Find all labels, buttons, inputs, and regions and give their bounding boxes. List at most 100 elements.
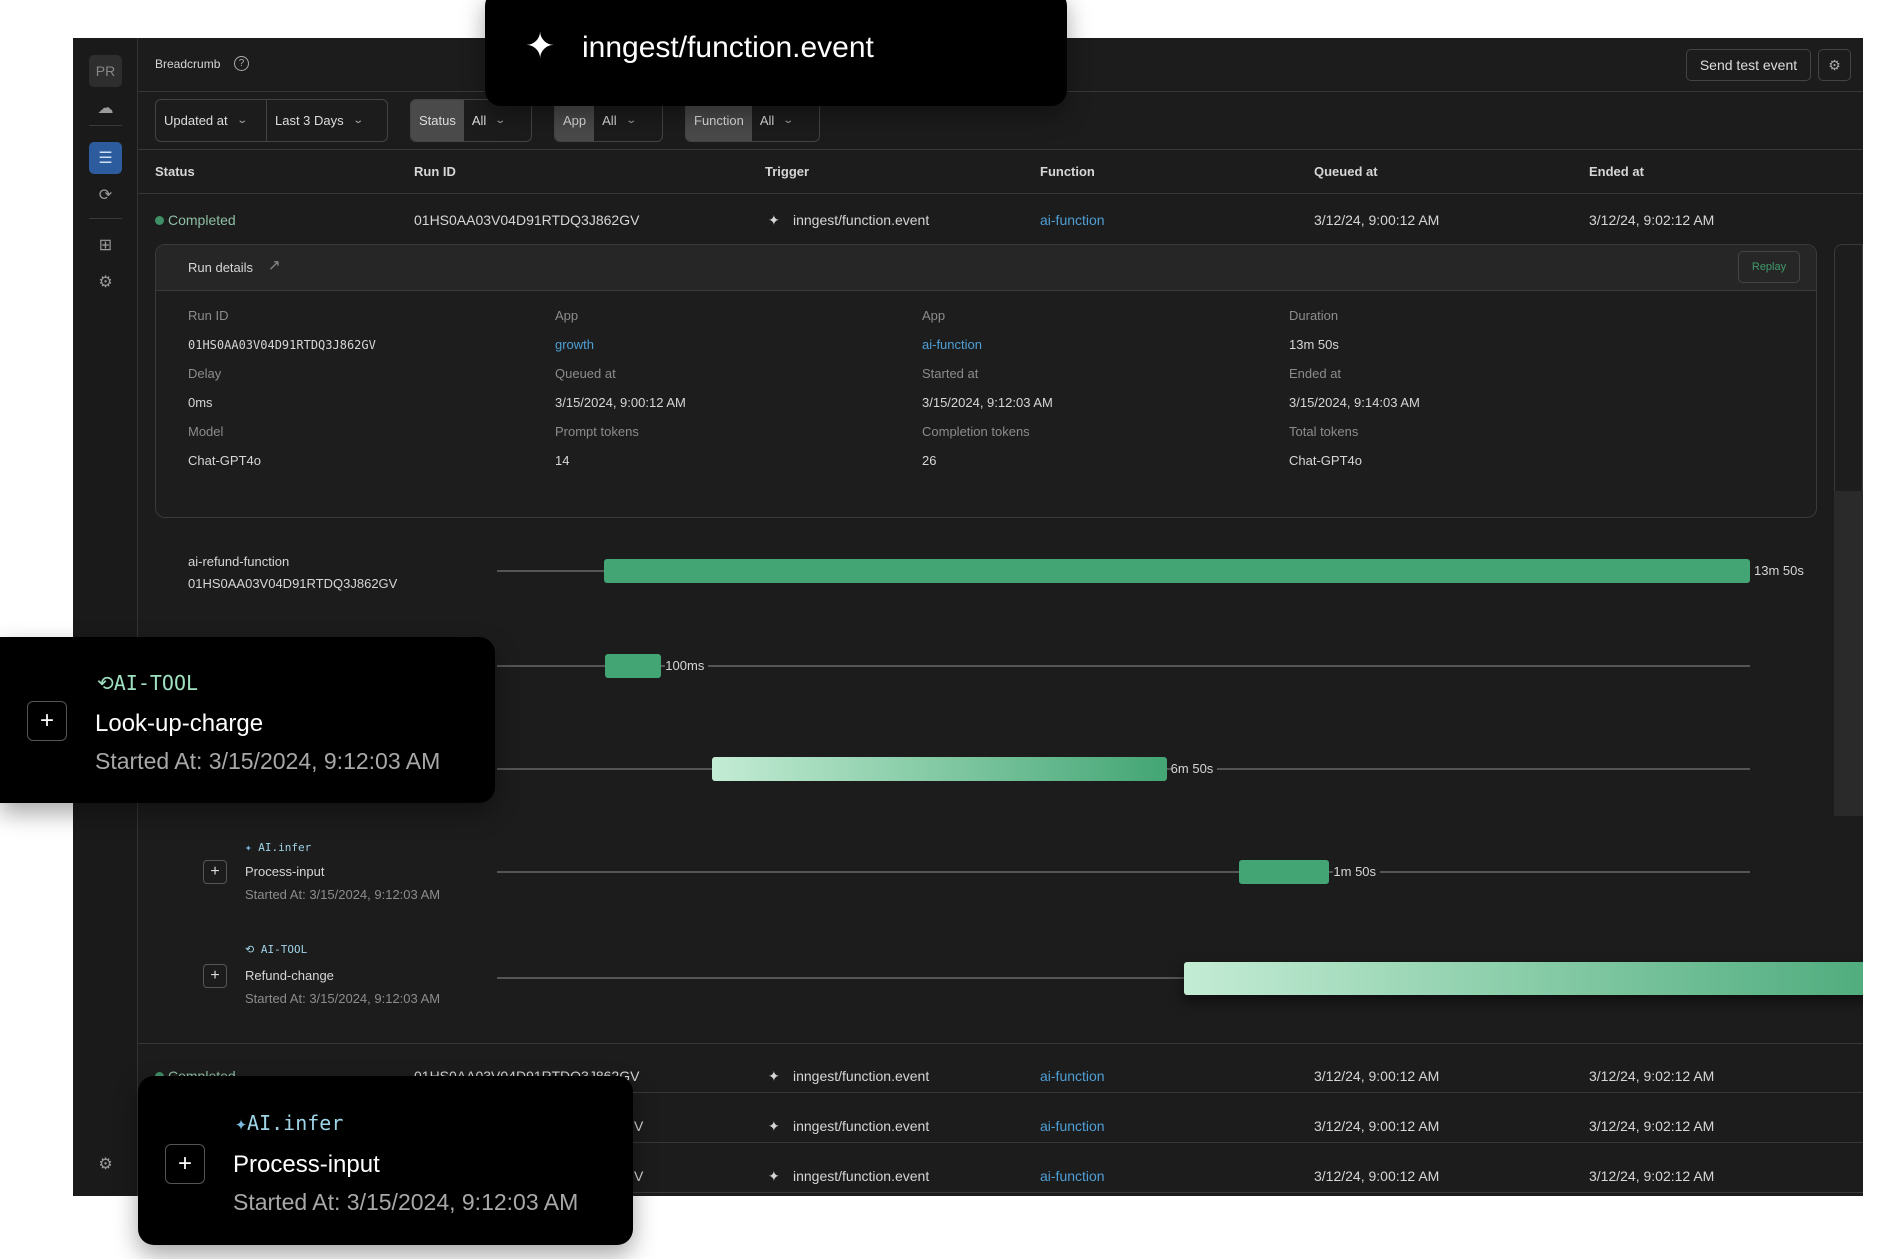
ended-cell: 3/12/24, 9:02:12 AM	[1589, 1168, 1715, 1184]
event-name: inngest/function.event	[582, 31, 874, 64]
trigger-cell: inngest/function.event	[793, 1168, 930, 1184]
status-text: Completed	[168, 212, 236, 228]
run-id-cell: V	[634, 1118, 644, 1134]
field-value: 3/15/2024, 9:12:03 AM	[922, 395, 1053, 410]
event-callout: ✦ inngest/function.event	[485, 0, 1067, 106]
column-ended-at[interactable]: Ended at	[1589, 164, 1644, 179]
span-bar[interactable]	[1238, 860, 1330, 884]
external-link-icon[interactable]: ↗	[268, 257, 281, 274]
span-bar[interactable]	[1183, 962, 1863, 995]
chevron-down-icon: ⌄	[624, 115, 637, 126]
repeat-icon: ⟲	[97, 671, 114, 695]
divider	[138, 1092, 1863, 1093]
infer-callout: ✦AI.infer + Process-input Started At: 3/…	[138, 1076, 633, 1245]
queued-cell: 3/12/24, 9:00:12 AM	[1314, 212, 1440, 228]
sidebar: PR ☁ ☰ ⟳ ⊞ ⚙ ⚙	[73, 38, 138, 1196]
field-link[interactable]: ai-function	[922, 337, 982, 352]
field-value: 3/15/2024, 9:00:12 AM	[555, 395, 686, 410]
scrollbar[interactable]	[1834, 491, 1863, 816]
field-label: Queued at	[555, 366, 616, 381]
breadcrumb[interactable]: Breadcrumb	[155, 57, 221, 71]
field-label: App	[922, 308, 946, 323]
ended-cell: 3/12/24, 9:02:12 AM	[1589, 212, 1715, 228]
settings-icon[interactable]: ⚙	[98, 274, 113, 291]
field-value: 13m 50s	[1289, 337, 1339, 352]
chevron-down-icon: ⌄	[494, 115, 507, 126]
gear-icon[interactable]: ⚙	[1818, 49, 1851, 81]
column-function[interactable]: Function	[1040, 164, 1095, 179]
field-link[interactable]: growth	[555, 337, 595, 352]
run-id-cell: 01HS0AA03V04D91RTDQ3J862GV	[414, 212, 640, 228]
runs-icon[interactable]: ☰	[89, 142, 122, 174]
date-field-value: Updated at	[164, 113, 228, 128]
sparkle-icon: ✦	[768, 212, 780, 228]
field-label: Completion tokens	[922, 424, 1030, 439]
chevron-down-icon: ⌄	[351, 115, 364, 126]
span-duration: 100ms	[665, 657, 709, 675]
column-trigger[interactable]: Trigger	[765, 164, 810, 179]
date-filter[interactable]: Updated at ⌄ Last 3 Days ⌄	[155, 99, 388, 142]
ai-tool-tag: ⟲ AI-TOOL	[245, 943, 307, 956]
app-filter-value: All	[602, 113, 617, 128]
span-duration: 13m 50s	[1754, 562, 1808, 580]
cloud-icon[interactable]: ☁	[97, 100, 114, 117]
avatar[interactable]: PR	[89, 55, 122, 87]
field-value: 26	[922, 453, 937, 468]
field-value: Chat-GPT4o	[188, 453, 261, 468]
span-bar[interactable]	[605, 654, 662, 678]
timeline-track	[497, 977, 1750, 979]
step-started: Started At: 3/15/2024, 9:12:03 AM	[245, 991, 441, 1006]
tag-text: AI-TOOL	[260, 943, 308, 956]
queued-cell: 3/12/24, 9:00:12 AM	[1314, 1168, 1440, 1184]
sparkle-icon: ✦	[768, 1068, 780, 1084]
tag-text: AI.infer	[247, 1111, 344, 1135]
date-field-select[interactable]: Updated at ⌄	[156, 100, 267, 141]
replay-icon[interactable]: ⟳	[98, 187, 113, 204]
function-link[interactable]: ai-function	[1040, 1118, 1105, 1134]
expand-button[interactable]: +	[27, 701, 67, 741]
step-started: Started At: 3/15/2024, 9:12:03 AM	[245, 887, 441, 902]
field-value: 0ms	[188, 395, 213, 410]
replay-button[interactable]: Replay	[1738, 251, 1800, 283]
run-details-panel: Run details ↗ Replay Run ID 01HS0AA03V04…	[155, 244, 1817, 518]
span-bar[interactable]	[604, 559, 1750, 583]
range-select[interactable]: Last 3 Days ⌄	[267, 113, 370, 128]
status-filter[interactable]: Status All ⌄	[410, 99, 532, 142]
sidebar-divider	[89, 218, 122, 219]
span-bar[interactable]	[711, 757, 1167, 781]
divider	[138, 1192, 1863, 1193]
field-value: 3/15/2024, 9:14:03 AM	[1289, 395, 1420, 410]
step-name: Process-input	[233, 1151, 380, 1178]
status-dot	[155, 216, 164, 225]
status-cell: Completed	[155, 211, 236, 229]
field-label: App	[555, 308, 579, 323]
expand-button[interactable]: +	[165, 1144, 205, 1184]
function-link[interactable]: ai-function	[1040, 1168, 1105, 1184]
queued-cell: 3/12/24, 9:00:12 AM	[1314, 1118, 1440, 1134]
sparkle-icon: ✦	[235, 1111, 248, 1135]
divider	[138, 1142, 1863, 1143]
root-function-name: ai-refund-function	[188, 554, 290, 569]
send-test-event-button[interactable]: Send test event	[1686, 49, 1811, 81]
field-label: Ended at	[1289, 366, 1342, 381]
field-label: Prompt tokens	[555, 424, 639, 439]
trigger-cell: inngest/function.event	[793, 1118, 930, 1134]
settings-icon-bottom[interactable]: ⚙	[98, 1156, 113, 1173]
span-duration: 6m 50s	[1170, 760, 1218, 778]
field-label: Total tokens	[1289, 424, 1359, 439]
run-details-title: Run details	[188, 260, 254, 275]
expand-button[interactable]: +	[203, 860, 227, 884]
column-run-id[interactable]: Run ID	[414, 164, 456, 179]
expand-button[interactable]: +	[203, 964, 227, 988]
column-queued-at[interactable]: Queued at	[1314, 164, 1378, 179]
column-status[interactable]: Status	[155, 164, 195, 179]
trigger-cell: inngest/function.event	[793, 1068, 930, 1084]
apps-icon[interactable]: ⊞	[98, 237, 113, 254]
ended-cell: 3/12/24, 9:02:12 AM	[1589, 1068, 1715, 1084]
function-link[interactable]: ai-function	[1040, 1068, 1105, 1084]
function-link[interactable]: ai-function	[1040, 212, 1105, 228]
help-icon[interactable]: ?	[234, 56, 249, 71]
tool-callout: ⟲AI-TOOL + Look-up-charge Started At: 3/…	[0, 637, 495, 803]
chevron-down-icon: ⌄	[235, 115, 248, 126]
ai-tool-tag: ⟲AI-TOOL	[97, 671, 198, 695]
